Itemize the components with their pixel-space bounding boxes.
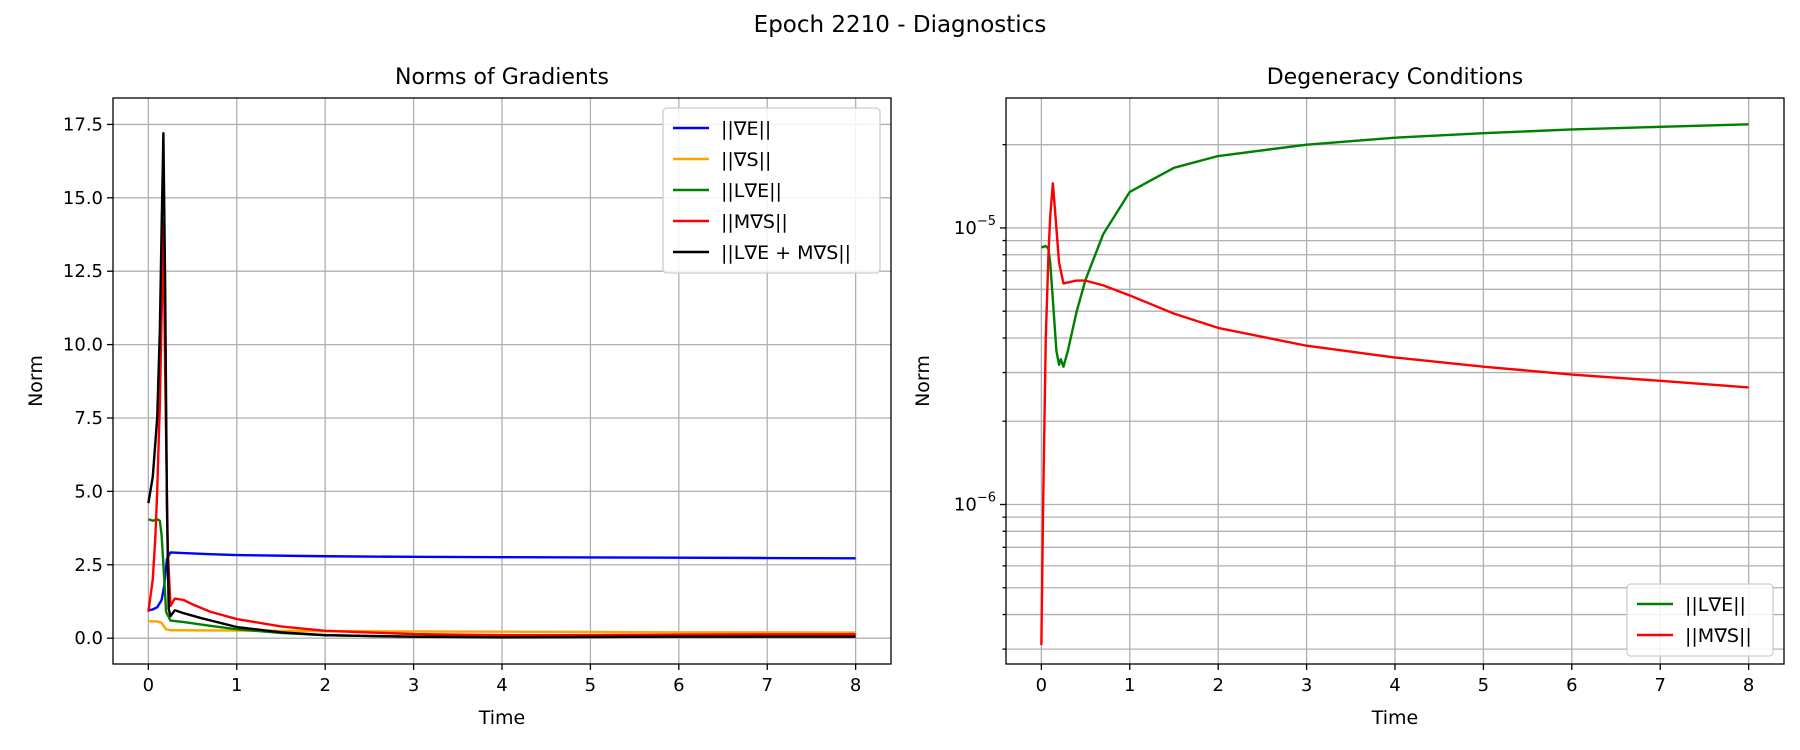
left-legend [662, 107, 881, 274]
right-x-tick-label: 3 [1301, 675, 1312, 696]
right-x-axis-label: Time [1371, 707, 1419, 729]
right-x-tick-label: 5 [1478, 675, 1489, 696]
left-legend-label: ||∇E|| [721, 118, 771, 140]
right-y-tick-label: 10−5 [954, 214, 996, 239]
right-chart-title: Degeneracy Conditions [1267, 65, 1524, 90]
left-x-tick-label: 7 [762, 675, 773, 696]
left-chart: Norms of Gradients 0 1 2 3 4 5 6 7 8 0.0 2.5 5.0 7.5… [25, 65, 892, 729]
left-y-tick-label: 7.5 [74, 408, 103, 429]
left-y-tick-label: 0.0 [74, 628, 103, 649]
left-x-tick-label: 2 [319, 675, 330, 696]
right-x-tick-label: 1 [1124, 675, 1135, 696]
right-y-tick-label: 10−6 [954, 490, 996, 515]
left-x-tick-label: 3 [408, 675, 419, 696]
right-legend-label: ||M∇S|| [1685, 625, 1752, 647]
left-y-tick-label: 17.5 [63, 114, 103, 135]
right-x-tick-label: 6 [1566, 675, 1577, 696]
left-x-tick-label: 8 [850, 675, 861, 696]
right-x-tick-label: 7 [1655, 675, 1666, 696]
left-series-line-4 [147, 132, 856, 639]
left-y-tick-label: 10.0 [63, 335, 103, 356]
left-x-tick-label: 6 [673, 675, 684, 696]
left-x-tick-label: 0 [143, 675, 154, 696]
left-y-tick-label: 12.5 [63, 261, 103, 282]
left-chart-title: Norms of Gradients [395, 65, 609, 90]
right-chart: Degeneracy Conditions 0 1 2 3 4 5 6 7 810−610−5 … [912, 65, 1785, 729]
right-x-tick-label: 4 [1389, 675, 1400, 696]
right-series-line-0 [1040, 123, 1749, 368]
right-x-tick-label: 2 [1212, 675, 1223, 696]
left-x-axis-label: Time [478, 707, 526, 729]
right-y-axis-label: Norm [912, 355, 934, 407]
right-legend-label: ||L∇E|| [1685, 594, 1746, 616]
left-y-tick-label: 5.0 [74, 481, 103, 502]
left-x-tick-label: 1 [231, 675, 242, 696]
figure-suptitle: Epoch 2210 - Diagnostics [754, 12, 1047, 38]
left-y-tick-label: 15.0 [63, 188, 103, 209]
left-legend-label: ||∇S|| [721, 149, 771, 171]
left-legend-label: ||M∇S|| [721, 211, 788, 233]
right-legend [1626, 583, 1774, 657]
left-legend-label: ||L∇E + M∇S|| [721, 242, 851, 264]
left-series-line-3 [147, 220, 856, 637]
right-x-tick-label: 0 [1036, 675, 1047, 696]
right-x-tick-label: 8 [1743, 675, 1754, 696]
right-series-line-1 [1040, 182, 1749, 646]
left-x-tick-label: 4 [496, 675, 507, 696]
left-series-line-0 [148, 551, 856, 612]
left-y-tick-label: 2.5 [74, 555, 103, 576]
left-legend-label: ||L∇E|| [721, 180, 782, 202]
left-x-tick-label: 5 [585, 675, 596, 696]
left-y-axis-label: Norm [25, 355, 47, 407]
